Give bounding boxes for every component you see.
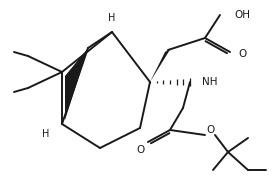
Text: O: O bbox=[136, 145, 144, 155]
Text: H: H bbox=[42, 129, 50, 139]
Text: NH: NH bbox=[202, 77, 217, 87]
Text: O: O bbox=[238, 49, 246, 59]
Polygon shape bbox=[150, 48, 171, 82]
Polygon shape bbox=[65, 48, 88, 120]
Text: OH: OH bbox=[234, 10, 250, 20]
Text: H: H bbox=[108, 13, 116, 23]
Text: O: O bbox=[206, 125, 214, 135]
